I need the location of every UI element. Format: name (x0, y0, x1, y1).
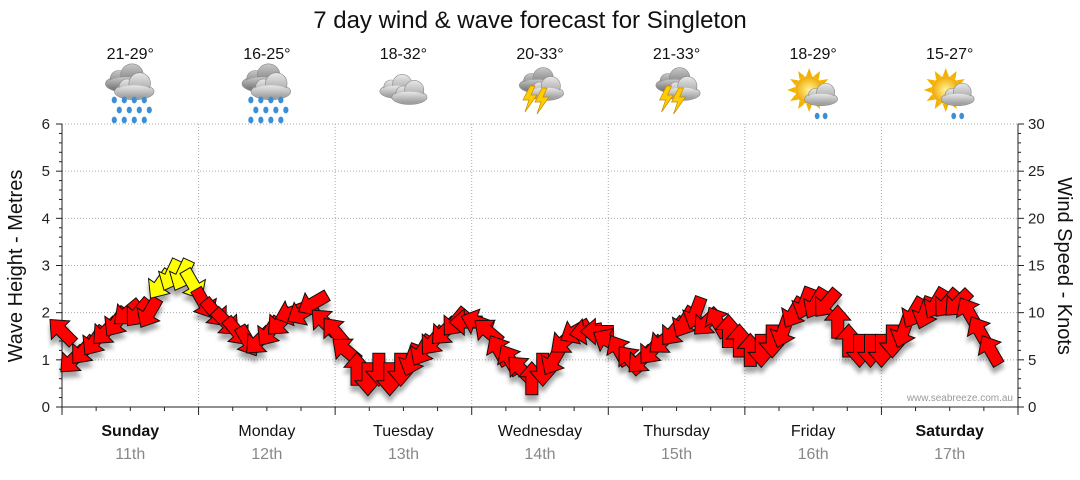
y-left-tick-label: 2 (42, 305, 50, 322)
day-temperature: 16-25° (243, 46, 290, 63)
y-left-tick-label: 0 (42, 399, 50, 416)
day-temperature: 18-29° (789, 46, 836, 63)
y-right-tick-label: 15 (1028, 258, 1045, 275)
y-right-tick-label: 20 (1028, 210, 1045, 227)
watermark: www.seabreeze.com.au (906, 393, 1013, 404)
wind-arrow (823, 304, 852, 339)
y-left-tick-label: 3 (42, 258, 50, 275)
chart-title: 7 day wind & wave forecast for Singleton (313, 7, 747, 34)
thunderstorm-icon (518, 67, 564, 115)
day-temperatures: 21-29° 16-25° 18-32° 20-33° 21-33° 18-29° 15-2… (107, 46, 974, 63)
day-name-label: Saturday (915, 423, 984, 440)
wind-arrows (49, 257, 1005, 397)
day-date-label: 16th (798, 446, 829, 463)
right-axis-ticks: 0 5 10 15 20 25 30 (1018, 116, 1045, 416)
wind-arrow (977, 335, 1005, 368)
day-name-label: Tuesday (373, 423, 434, 440)
day-name-label: Wednesday (498, 423, 582, 440)
sun-cloud-drizzle-icon (787, 68, 838, 120)
day-temperature: 18-32° (380, 46, 427, 63)
y-right-tick-label: 0 (1028, 399, 1036, 416)
day-name-label: Friday (791, 423, 835, 440)
day-name-label: Thursday (643, 423, 710, 440)
day-date-label: 14th (524, 446, 555, 463)
day-temperature: 20-33° (516, 46, 563, 63)
wind-arrow (815, 286, 843, 317)
left-axis-ticks: 0 1 2 3 4 5 6 (42, 116, 62, 416)
day-temperature: 21-33° (653, 46, 700, 63)
day-date-label: 17th (934, 446, 965, 463)
wind-arrow (49, 318, 79, 348)
y-left-tick-label: 5 (42, 163, 50, 180)
x-axis-ticks (61, 407, 1019, 415)
day-temperature: 21-29° (107, 46, 154, 63)
sun-cloud-drizzle-icon (923, 68, 975, 120)
day-date-label: 11th (115, 446, 145, 463)
day-name-label: Monday (238, 423, 295, 440)
grid (62, 123, 1018, 407)
day-name-label: Sunday (101, 423, 159, 440)
y-right-tick-label: 25 (1028, 163, 1045, 180)
y-right-tick-label: 5 (1028, 352, 1036, 369)
y-left-tick-label: 6 (42, 116, 50, 133)
thunderstorm-icon (655, 67, 701, 115)
day-date-label: 12th (251, 446, 282, 463)
y-left-tick-label: 4 (42, 210, 50, 227)
y-right-label: Wind Speed - Knots (1053, 177, 1075, 355)
day-date-label: 15th (661, 446, 692, 463)
y-right-tick-label: 30 (1028, 116, 1045, 133)
day-date-label: 13th (388, 446, 419, 463)
rain-icon (241, 63, 291, 124)
y-left-tick-label: 1 (42, 352, 50, 369)
day-labels: Sunday 11th Monday 12th Tuesday 13th Wednesday… (101, 423, 984, 463)
y-right-tick-label: 10 (1028, 305, 1045, 322)
rain-icon (105, 63, 155, 124)
y-left-label: Wave Height - Metres (5, 170, 27, 363)
cloud-icon (379, 74, 428, 105)
wind-arrow (136, 295, 164, 329)
wind-arrow (297, 289, 331, 317)
day-temperature: 15-27° (926, 46, 973, 63)
weather-icons (105, 63, 975, 124)
